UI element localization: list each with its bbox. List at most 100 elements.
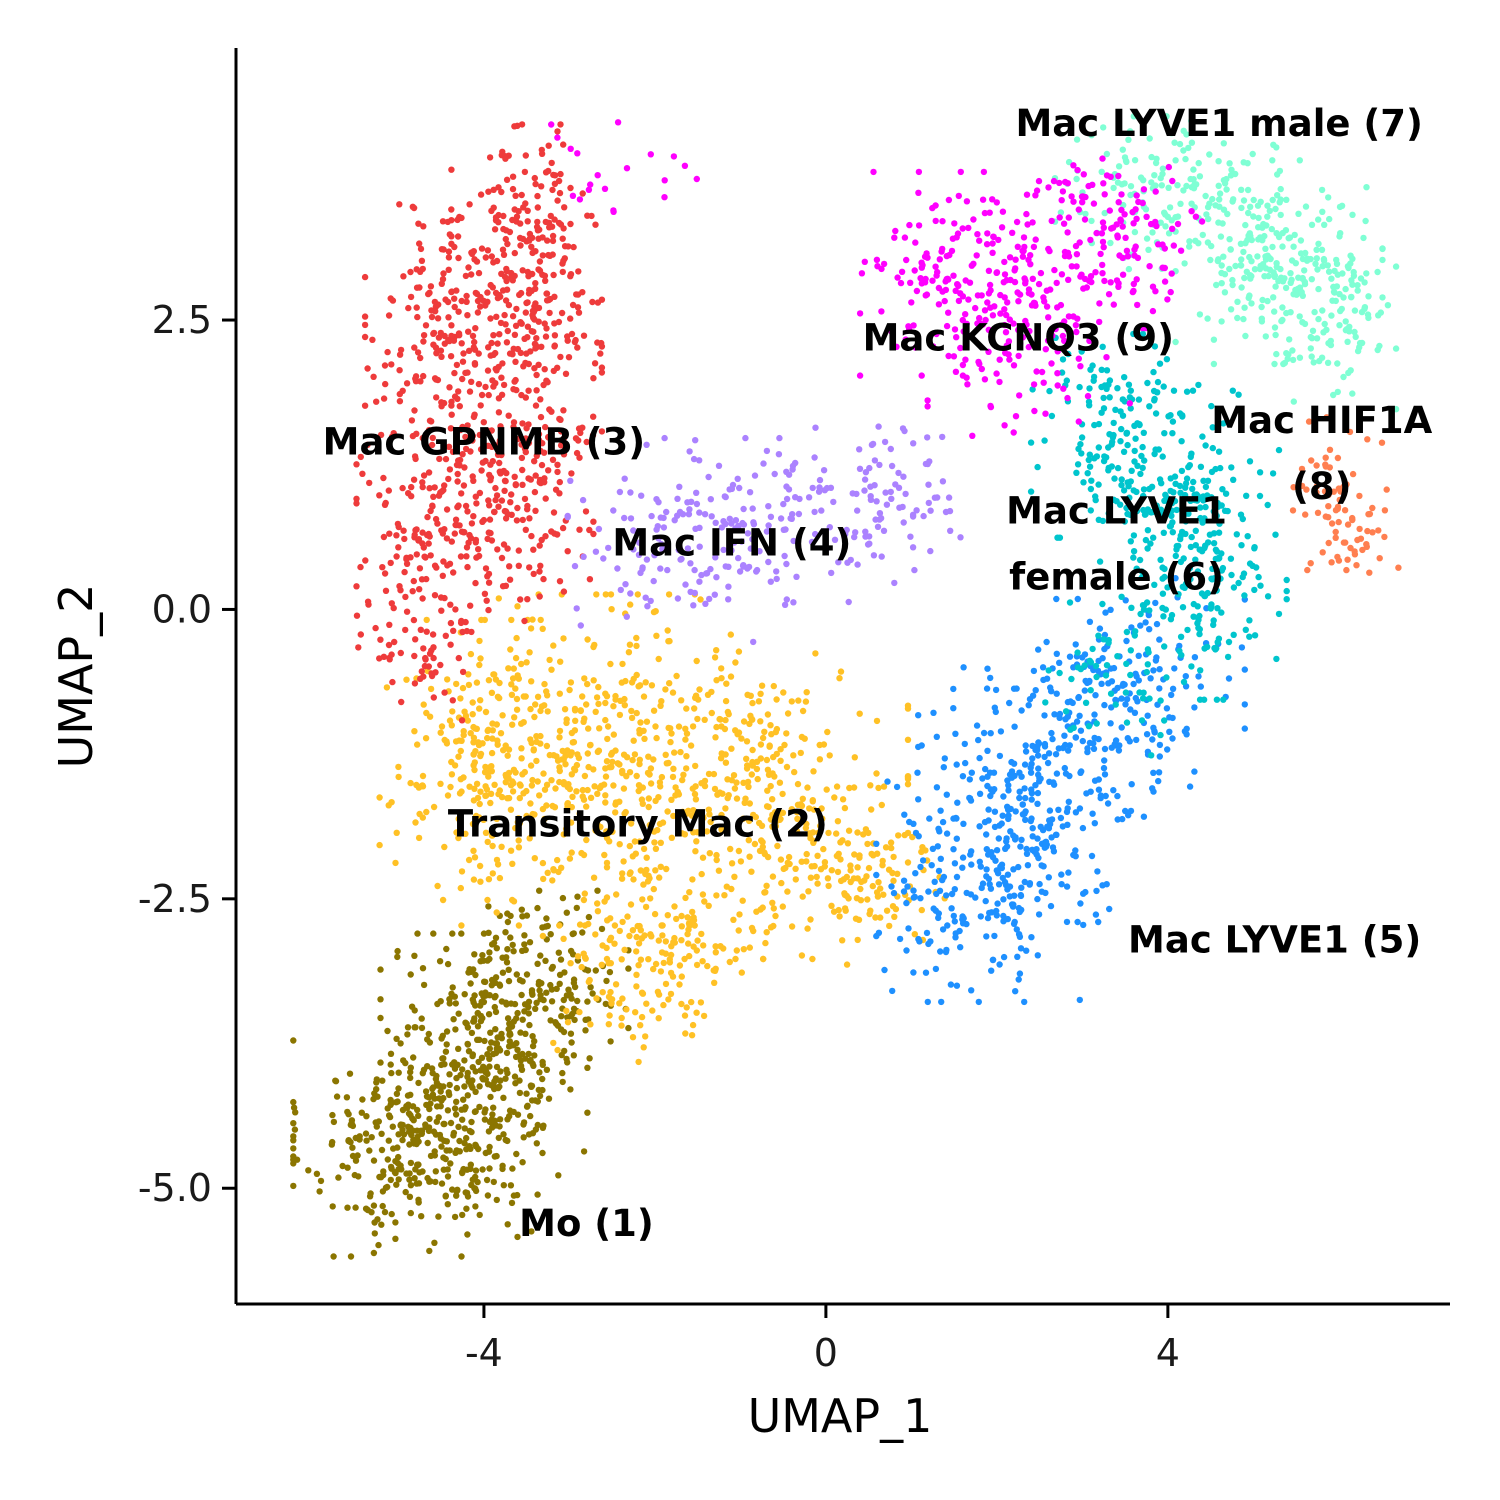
data-point	[1114, 792, 1121, 800]
data-point	[510, 665, 517, 672]
data-point	[507, 1182, 515, 1189]
data-point	[1144, 379, 1151, 387]
data-point	[1149, 508, 1156, 516]
data-point	[998, 820, 1005, 827]
data-point	[430, 644, 437, 651]
data-point	[688, 998, 695, 1006]
data-point	[1058, 881, 1065, 888]
data-point	[929, 277, 936, 284]
data-point	[577, 707, 584, 714]
data-point	[1015, 326, 1022, 334]
data-point	[678, 923, 685, 930]
data-point	[1137, 174, 1145, 181]
data-point	[654, 523, 661, 530]
data-point	[290, 1098, 297, 1106]
data-point	[1065, 798, 1073, 805]
data-point	[911, 267, 918, 274]
data-point	[537, 952, 544, 959]
data-point	[1290, 484, 1297, 491]
data-point	[511, 249, 518, 257]
data-point	[870, 168, 877, 176]
data-point	[900, 519, 907, 526]
data-point	[1065, 747, 1072, 754]
data-point	[485, 1128, 493, 1135]
data-point	[477, 958, 484, 965]
data-point	[1194, 492, 1202, 500]
data-point	[729, 481, 737, 489]
data-point	[1177, 633, 1185, 640]
data-point	[683, 765, 690, 772]
data-point	[733, 795, 741, 802]
data-point	[642, 870, 649, 878]
data-point	[531, 1038, 538, 1045]
data-point	[503, 959, 511, 966]
data-point	[444, 1201, 451, 1208]
data-point	[655, 794, 662, 801]
data-point	[414, 1106, 421, 1114]
data-point	[459, 628, 466, 636]
data-point	[772, 819, 779, 826]
data-point	[508, 616, 515, 624]
data-point	[1161, 573, 1168, 581]
data-point	[979, 196, 987, 203]
data-point	[1197, 504, 1204, 511]
data-point	[353, 500, 360, 507]
data-point	[477, 402, 484, 409]
data-point	[1197, 683, 1205, 690]
data-point	[533, 371, 540, 379]
data-point	[1212, 555, 1220, 563]
data-point	[1073, 718, 1081, 725]
data-point	[810, 806, 818, 813]
data-point	[536, 267, 544, 274]
data-point	[541, 320, 548, 327]
data-point	[982, 897, 989, 905]
data-point	[422, 735, 430, 742]
data-point	[290, 1153, 297, 1160]
data-point	[504, 795, 511, 802]
data-point	[1153, 155, 1160, 162]
data-point	[500, 1182, 507, 1189]
data-point	[1349, 211, 1356, 218]
data-point	[561, 204, 568, 211]
data-point	[438, 353, 445, 360]
data-point	[501, 311, 508, 319]
data-point	[984, 299, 991, 306]
data-point	[725, 596, 732, 603]
data-point	[918, 906, 925, 914]
data-point	[598, 428, 606, 435]
data-point	[718, 665, 725, 672]
data-point	[657, 968, 665, 975]
data-point	[471, 360, 479, 367]
data-point	[351, 1171, 358, 1179]
data-point	[1053, 831, 1060, 838]
data-point	[748, 715, 755, 723]
data-point	[467, 730, 474, 737]
data-point	[458, 930, 465, 937]
data-point	[952, 934, 959, 941]
data-point	[631, 838, 639, 845]
data-point	[528, 287, 535, 294]
data-point	[498, 1030, 505, 1038]
data-point	[1157, 556, 1164, 563]
data-point	[445, 314, 452, 321]
data-point	[749, 699, 756, 707]
data-point	[428, 313, 436, 321]
data-point	[598, 343, 606, 350]
data-point	[1015, 298, 1022, 305]
data-point	[525, 387, 532, 394]
data-point	[1176, 642, 1183, 650]
data-point	[1034, 789, 1042, 797]
data-point	[678, 1000, 685, 1008]
data-point	[457, 747, 464, 755]
data-point	[406, 1193, 414, 1201]
data-point	[423, 628, 430, 635]
data-point	[999, 208, 1007, 215]
data-point	[502, 235, 509, 243]
data-point	[512, 192, 519, 199]
data-point	[618, 956, 625, 963]
data-point	[417, 675, 424, 682]
data-point	[783, 560, 790, 568]
data-point	[1264, 593, 1272, 600]
data-point	[541, 680, 548, 688]
data-point	[790, 537, 797, 545]
